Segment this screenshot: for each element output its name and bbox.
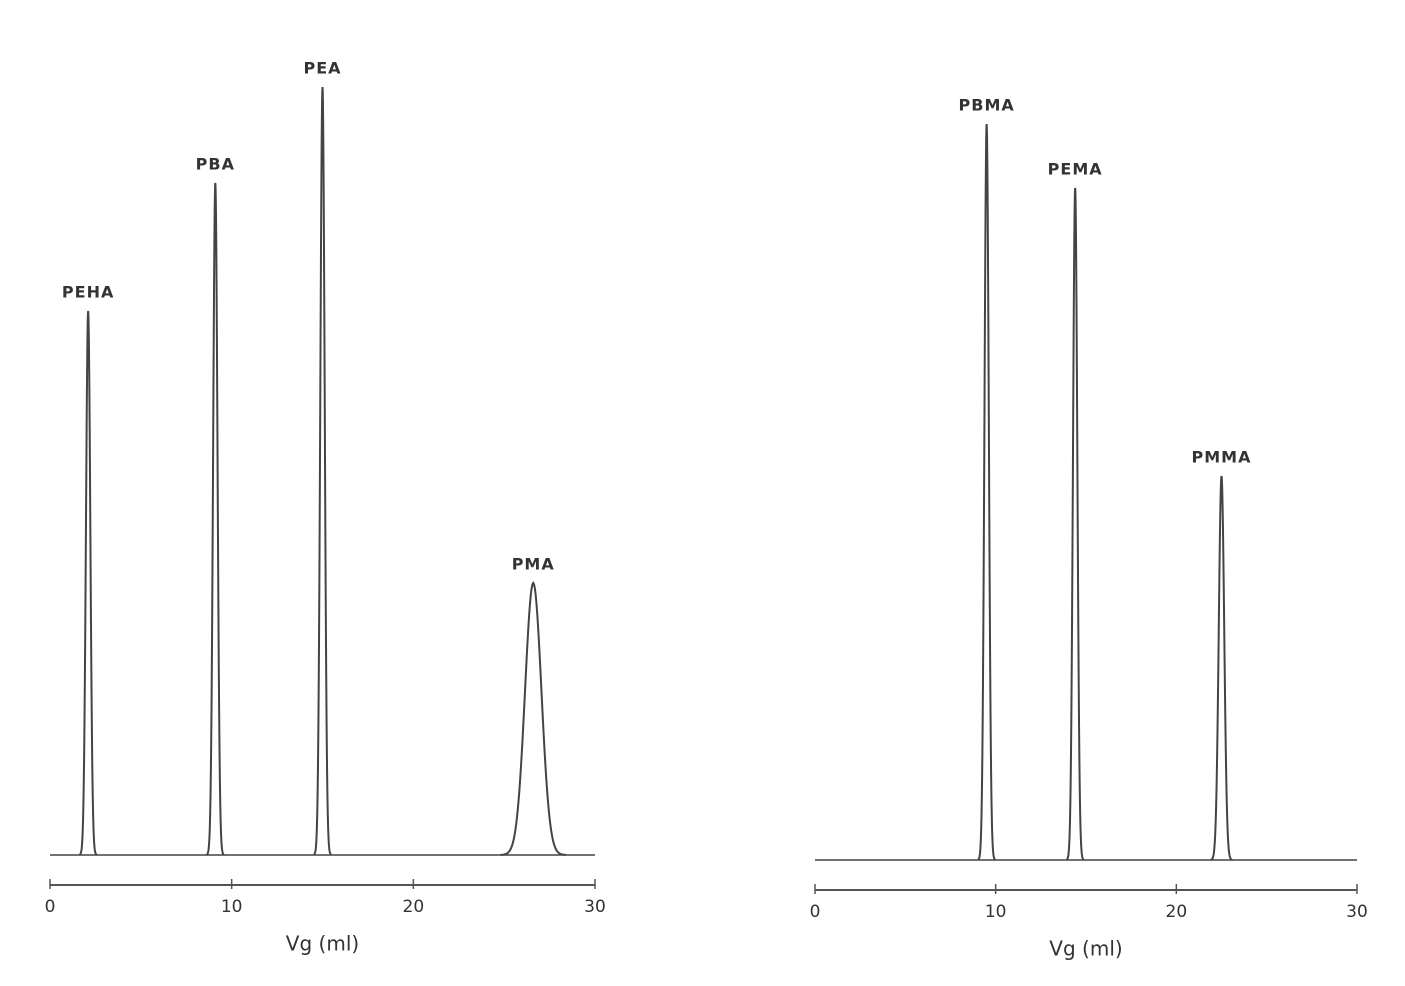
- peak-label: PBA: [196, 155, 235, 174]
- x-axis-title: Vg (ml): [1049, 937, 1122, 961]
- x-tick-label: 10: [985, 902, 1007, 922]
- peak: [313, 86, 332, 856]
- peak: [500, 581, 566, 856]
- peak: [1066, 187, 1085, 861]
- peak: [206, 182, 225, 856]
- peak-label: PBMA: [959, 96, 1015, 115]
- x-tick-label: 0: [810, 902, 821, 922]
- peak: [79, 310, 98, 856]
- peak-label: PMA: [512, 555, 555, 574]
- peak-label: PMMA: [1192, 448, 1252, 467]
- peak-label: PEMA: [1048, 160, 1103, 179]
- peak-label: PEHA: [62, 283, 114, 302]
- x-tick-label: 30: [584, 897, 606, 917]
- peak: [977, 123, 996, 861]
- x-tick-label: 20: [1166, 902, 1188, 922]
- peak-label: PEA: [303, 59, 341, 78]
- peak: [1210, 475, 1233, 861]
- x-axis-title: Vg (ml): [286, 932, 359, 956]
- x-tick-label: 10: [221, 897, 243, 917]
- x-tick-label: 30: [1346, 902, 1368, 922]
- x-tick-label: 0: [45, 897, 56, 917]
- x-tick-label: 20: [403, 897, 425, 917]
